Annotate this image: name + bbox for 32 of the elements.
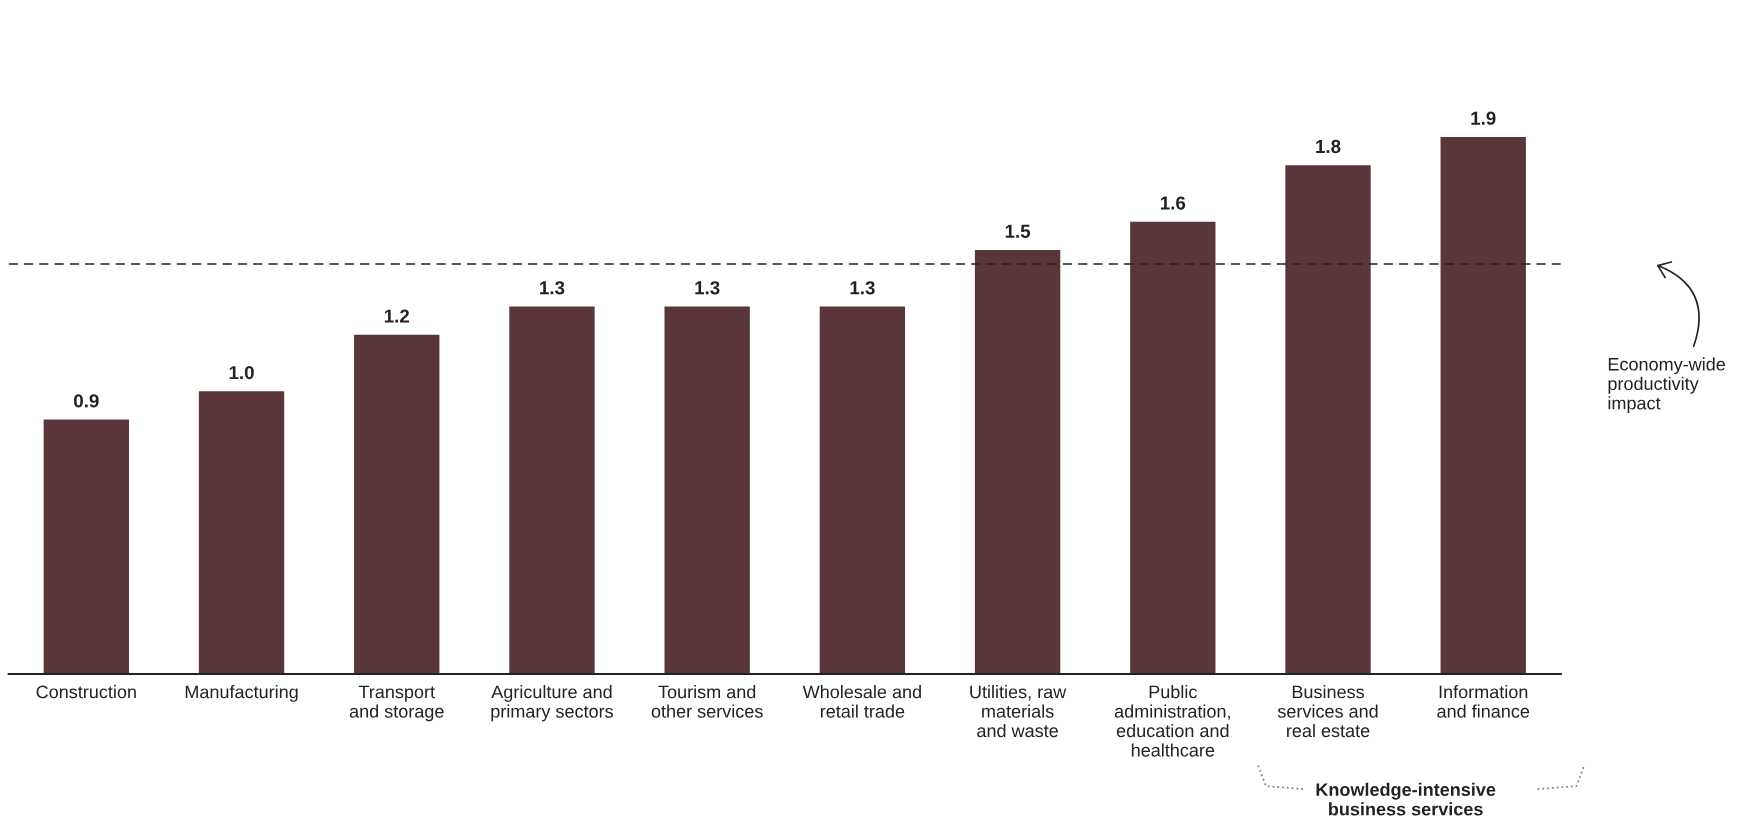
x-tick-label: Tourism and other services [651,685,763,718]
data-label: 0.9 [74,394,99,408]
data-label: 1.5 [1005,224,1031,238]
bar [198,391,285,674]
x-tick-label: Wholesale and retail trade [802,685,921,718]
data-label: 1.0 [229,365,254,380]
bar [974,249,1061,674]
bar [1440,136,1526,674]
bar [819,306,906,674]
x-tick-label: Transport and storage [349,685,444,722]
data-label: 1.3 [850,281,875,295]
data-label: 1.3 [695,281,720,295]
bar [1285,165,1371,674]
bar [509,306,595,674]
data-label: 1.2 [384,309,410,323]
x-tick-label: Business services and real estate [1277,685,1378,738]
text: Knowledge-intensive business services [1316,782,1496,816]
ref-line-label: Economy-wide productivity impact [1608,357,1725,414]
x-tick-label: Information and finance [1437,685,1530,718]
bar [664,306,750,674]
bar [1130,221,1216,674]
x-tick-label: Construction [36,685,136,699]
x-tick-label: Agriculture and primary sectors [491,685,613,722]
x-tick-label: Manufacturing [185,685,298,702]
data-label: 1.9 [1471,111,1496,125]
data-label: 1.8 [1316,139,1341,154]
bar [43,419,129,674]
data-label: 1.6 [1160,196,1186,210]
bar [354,334,440,674]
data-label: 1.3 [540,281,565,295]
x-tick-label: Utilities, raw materials and waste [970,685,1067,738]
x-tick-label: Public administration, education and healthcare [1114,685,1230,757]
